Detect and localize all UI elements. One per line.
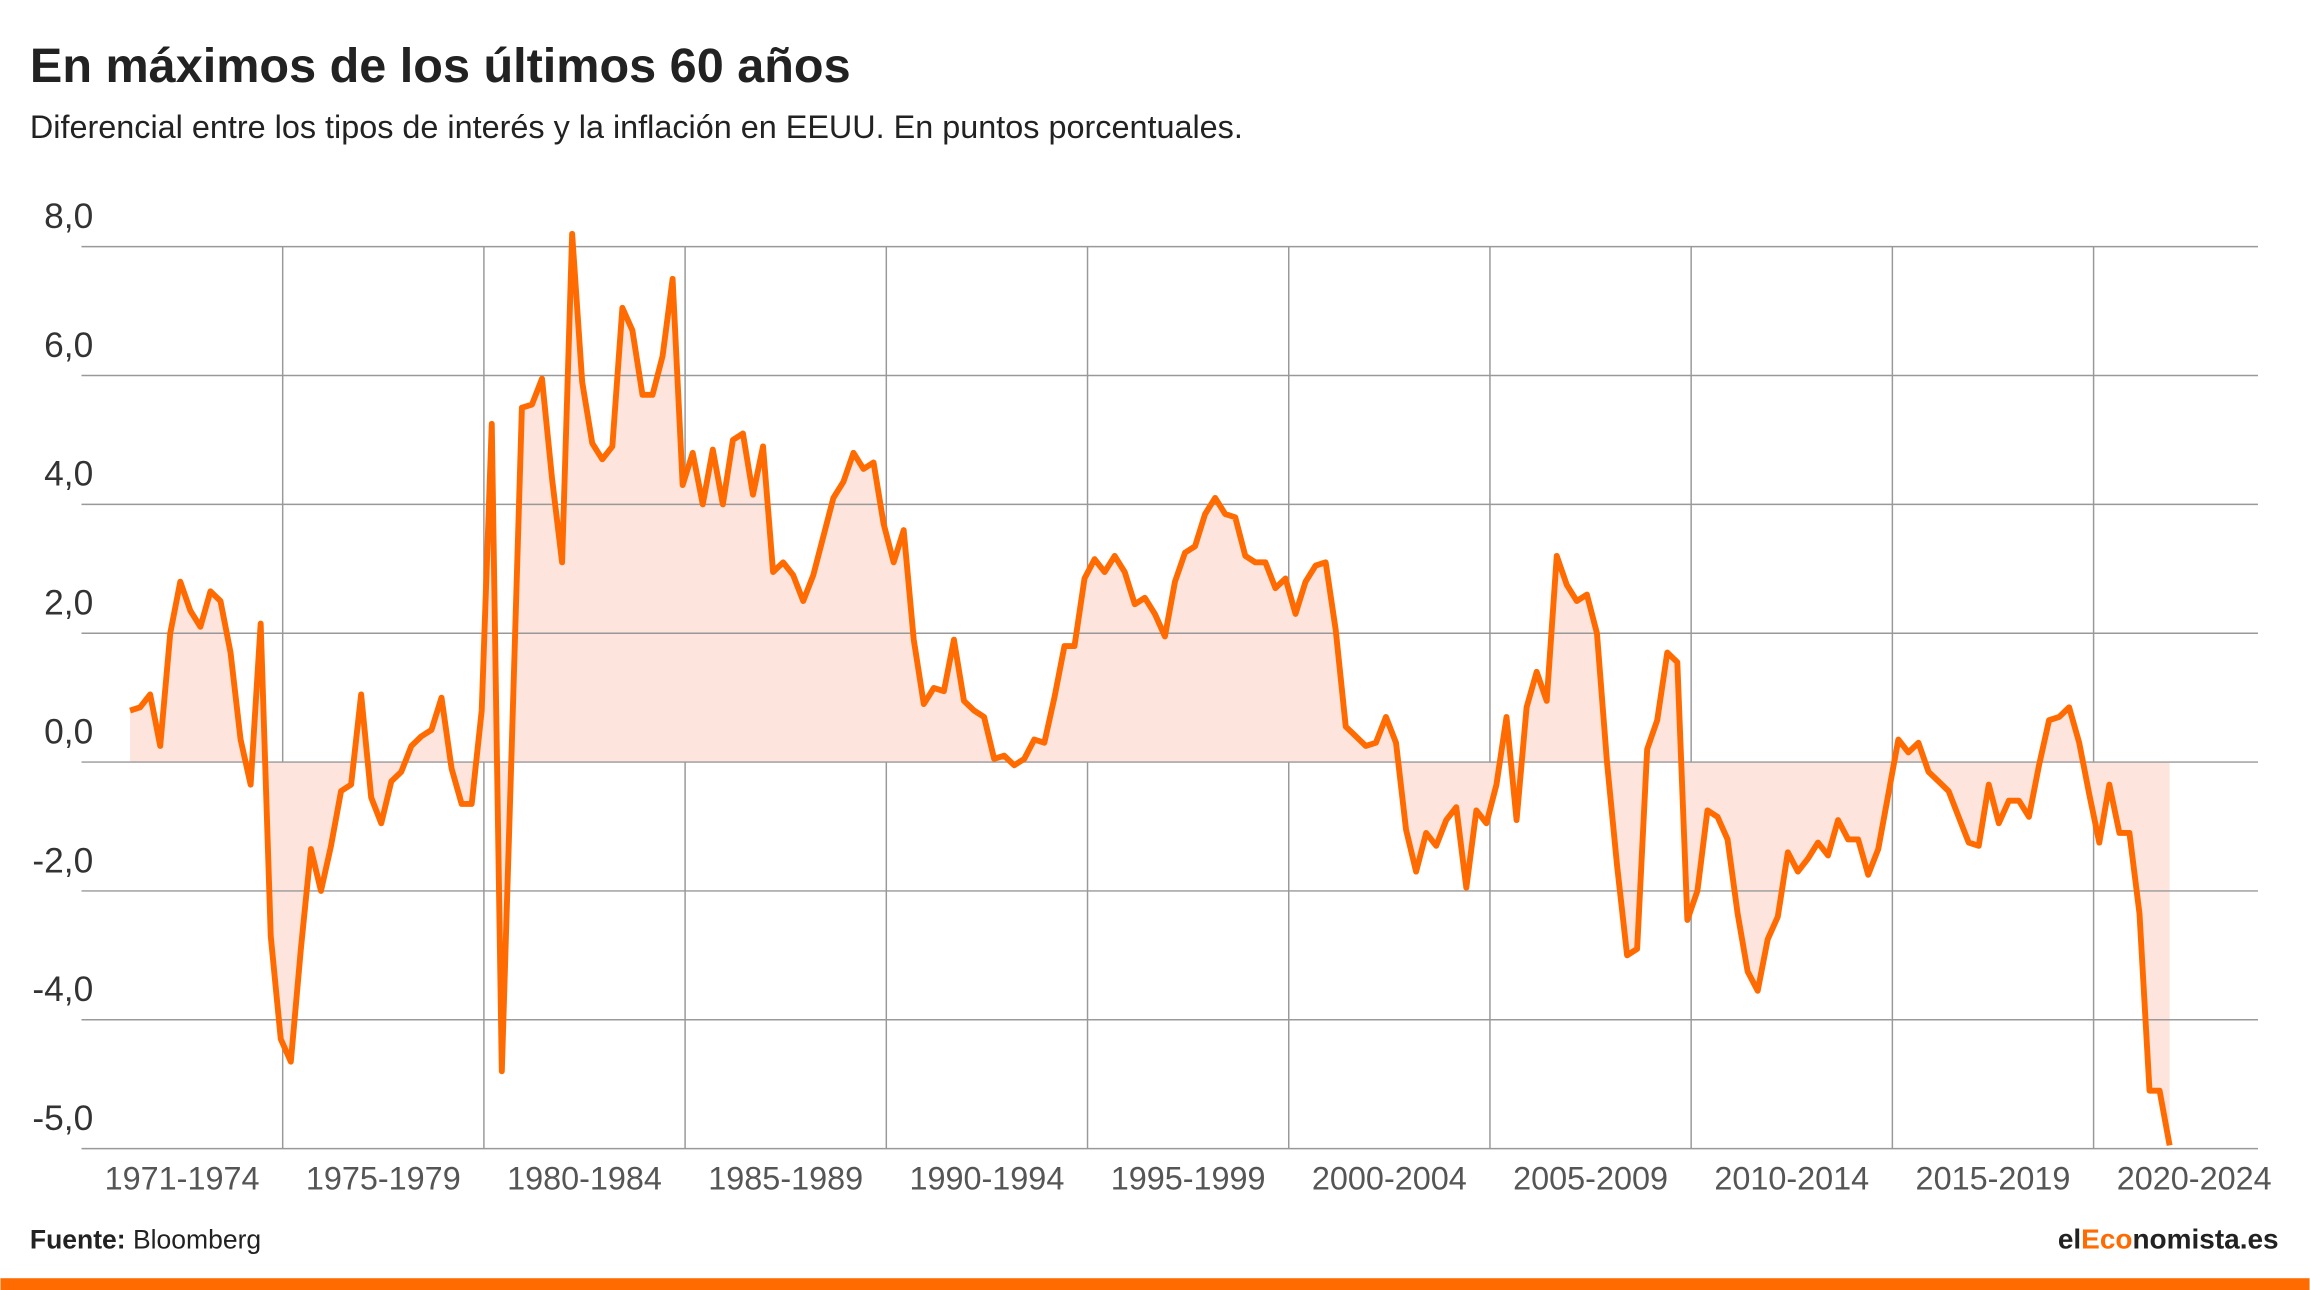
- area-fill: [130, 233, 2170, 1146]
- brand-part: Eco: [2081, 1224, 2132, 1255]
- source: Fuente: Bloomberg: [30, 1224, 261, 1254]
- y-tick-label: -4,0: [32, 970, 93, 1009]
- brand: elEconomista.es: [2058, 1224, 2279, 1255]
- brand-part: el: [2058, 1224, 2081, 1255]
- x-tick-label: 2015-2019: [1916, 1161, 2071, 1197]
- chart-subtitle: Diferencial entre los tipos de interés y…: [30, 109, 1243, 145]
- x-tick-label: 2020-2024: [2117, 1161, 2272, 1197]
- bottom-bar: [0, 1278, 2310, 1290]
- source-name: Bloomberg: [133, 1224, 261, 1254]
- x-tick-label: 1975-1979: [306, 1161, 461, 1197]
- y-tick-label: -5,0: [32, 1099, 93, 1138]
- x-tick-label: 1985-1989: [708, 1161, 863, 1197]
- x-tick-label: 1980-1984: [507, 1161, 662, 1197]
- y-tick-label: 8,0: [44, 197, 93, 236]
- x-tick-label: 2010-2014: [1714, 1161, 1869, 1197]
- y-tick-label: -2,0: [32, 841, 93, 880]
- source-label: Fuente:: [30, 1224, 126, 1254]
- y-tick-label: 4,0: [44, 455, 93, 494]
- chart-title: En máximos de los últimos 60 años: [30, 39, 851, 93]
- x-tick-label: 1990-1994: [910, 1161, 1065, 1197]
- y-tick-label: 6,0: [44, 326, 93, 365]
- x-tick-label: 2000-2004: [1312, 1161, 1467, 1197]
- x-tick-label: 1971-1974: [105, 1161, 260, 1197]
- brand-part: nomista.es: [2132, 1224, 2278, 1255]
- x-tick-label: 1995-1999: [1111, 1161, 1266, 1197]
- y-tick-label: 0,0: [44, 712, 93, 751]
- data-line: [129, 230, 2173, 1146]
- x-tick-label: 2005-2009: [1513, 1161, 1668, 1197]
- y-tick-label: 2,0: [44, 584, 93, 623]
